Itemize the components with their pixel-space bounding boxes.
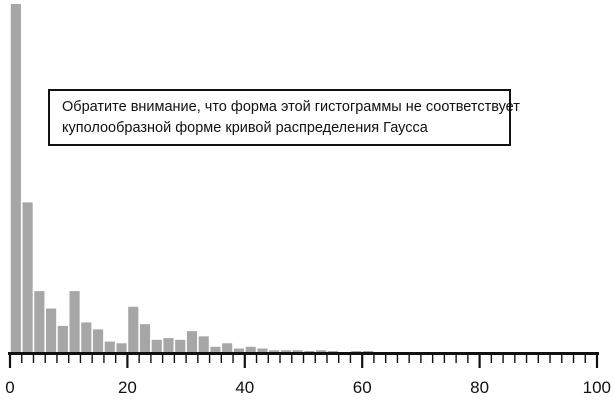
histogram-bar — [269, 350, 280, 352]
histogram-bar — [139, 324, 151, 352]
annotation-box: Обратите внимание, что форма этой гистог… — [48, 89, 520, 146]
histogram-bar — [46, 308, 57, 352]
x-tick-label: 40 — [235, 378, 254, 397]
x-tick-label: 100 — [583, 378, 611, 397]
histogram-bar — [257, 348, 268, 352]
histogram-bar — [351, 350, 362, 352]
histogram-bar — [327, 350, 338, 352]
x-axis-tick-labels: 0 20 40 60 80 100 — [5, 378, 611, 397]
annotation-line-2: куполообразной форме кривой распределени… — [62, 120, 428, 136]
histogram-bar — [245, 346, 256, 352]
histogram-bar — [280, 350, 291, 352]
x-tick-label: 60 — [353, 378, 372, 397]
x-tick-label: 80 — [470, 378, 489, 397]
annotation-line-1: Обратите внимание, что форма этой гистог… — [62, 99, 520, 115]
histogram-bar — [363, 350, 374, 352]
histogram-bar — [10, 4, 21, 352]
x-tick-label: 0 — [5, 378, 14, 397]
histogram-bar — [128, 306, 139, 352]
histogram-bar — [22, 202, 33, 352]
histogram-bar — [151, 339, 162, 352]
histogram-bar — [186, 331, 198, 352]
histogram-bar — [116, 343, 127, 352]
x-tick-label: 20 — [118, 378, 137, 397]
histogram-bar — [92, 329, 104, 352]
histogram-bar — [210, 346, 221, 352]
histogram-bar — [292, 350, 303, 352]
histogram-bar — [163, 338, 174, 352]
histogram-bar — [198, 336, 209, 352]
histogram-bar — [104, 341, 115, 352]
histogram-bar — [34, 291, 45, 352]
histogram-bar — [175, 339, 186, 352]
histogram-bar — [222, 343, 233, 352]
histogram-bars — [10, 4, 374, 352]
x-axis — [8, 352, 599, 368]
histogram-bar — [81, 322, 92, 352]
histogram-bar — [304, 350, 315, 352]
histogram-bar — [233, 348, 244, 352]
histogram-bar — [57, 325, 68, 352]
histogram-bar — [69, 291, 80, 352]
histogram-bar — [316, 350, 327, 352]
